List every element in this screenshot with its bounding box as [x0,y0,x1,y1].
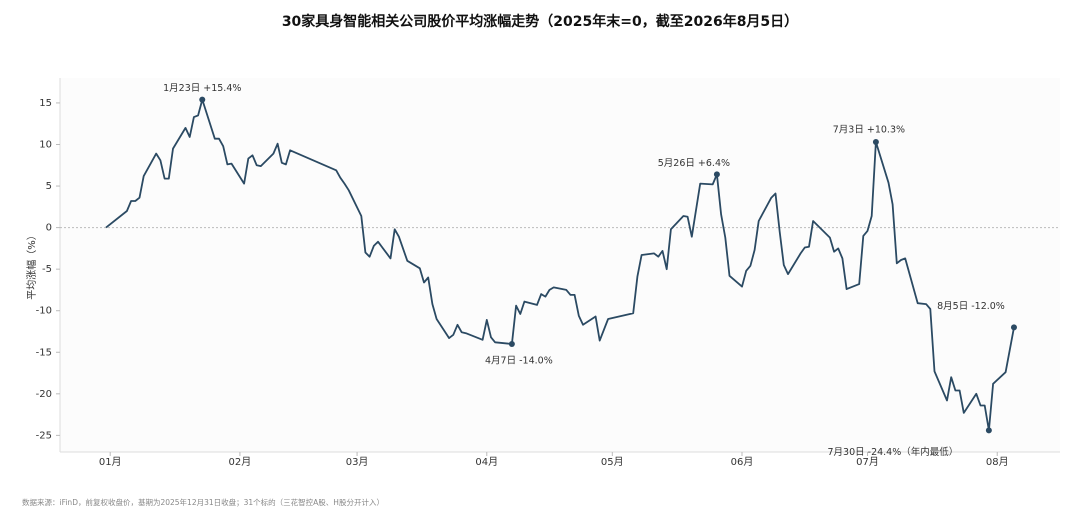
highlight-point [985,427,992,434]
annotation: 5月26日 +6.4% [658,158,730,169]
annotation: 1月23日 +15.4% [163,83,241,94]
x-tick-label: 06月 [731,456,754,468]
y-tick-label: 10 [39,139,52,150]
y-tick-label: 15 [39,98,52,109]
y-tick-label: -10 [36,306,52,317]
x-tick-label: 03月 [346,456,369,468]
x-tick-label: 02月 [229,456,252,468]
source-note: 数据来源：iFinD，前复权收盘价，基期为2025年12月31日收盘；31个标的… [22,497,384,507]
y-tick-label: -25 [36,430,52,441]
line [105,98,1015,432]
y-tick-label: 0 [46,223,52,234]
annotation: 7月30日 -24.4%（年内最低） [827,446,958,458]
x-tick-label: 01月 [99,456,122,468]
annotation: 7月3日 +10.3% [833,124,905,135]
highlight-point [508,340,515,347]
highlight-point [199,96,206,103]
y-tick-label: -15 [36,347,52,358]
highlight-point [872,138,879,145]
highlight-point [1010,324,1017,331]
x-tick-label: 08月 [986,456,1009,468]
plot-area [60,78,1060,452]
y-tick-label: -5 [42,264,52,275]
chart-title: 30家具身智能相关公司股价平均涨幅走势（2025年末=0，截至2026年8月5日… [282,13,798,30]
highlight-point [713,171,720,178]
x-tick-label: 05月 [601,456,624,468]
x-tick-label: 07月 [856,456,879,468]
x-tick-label: 04月 [475,456,498,468]
y-axis-label: 平均涨幅（%） [25,230,38,300]
annotation: 8月5日 -12.0% [937,301,1005,312]
y-tick-label: 5 [46,181,52,192]
annotation: 4月7日 -14.0% [485,355,553,366]
y-tick-label: -20 [36,389,52,400]
